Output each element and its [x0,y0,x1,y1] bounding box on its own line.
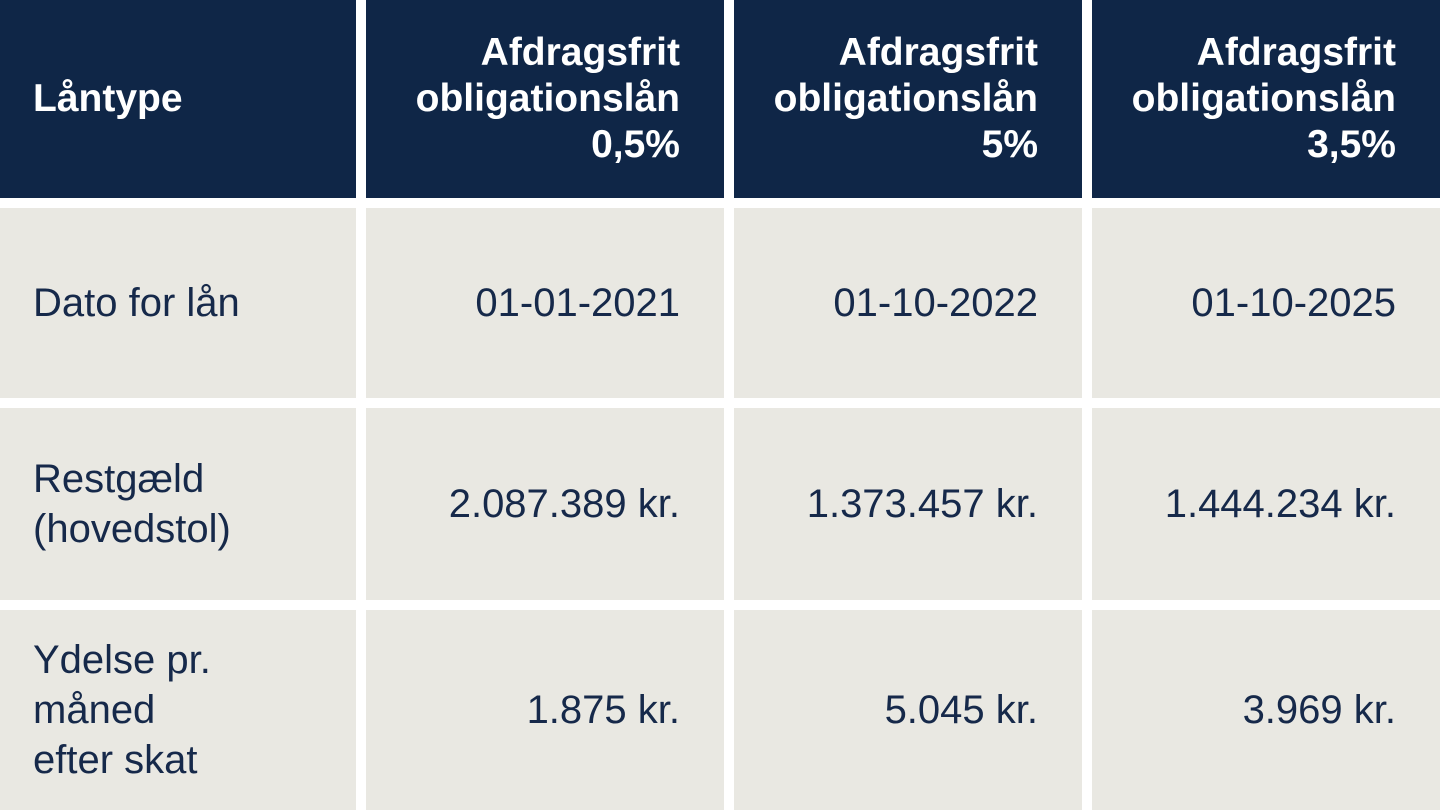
row-restgaeld-value-2: 1.373.457 kr. [734,408,1082,600]
row-ydelse-label-cell: Ydelse pr. måned efter skat [0,610,356,810]
row-dato-value-2: 01-10-2022 [734,208,1082,398]
header-lantype-label: Låntype [33,76,183,120]
row-dato-label: Dato for lån [33,281,240,325]
header-product-2-label: Afdragsfrit obligationslån 5% [773,30,1038,166]
row-ydelse-value-3: 3.969 kr. [1092,610,1440,810]
header-product-1-label: Afdragsfrit obligationslån 0,5% [415,30,680,166]
row-restgaeld-value-1: 2.087.389 kr. [366,408,724,600]
row-restgaeld-value-3-text: 1.444.234 kr. [1164,482,1396,526]
row-dato-value-2-text: 01-10-2022 [833,281,1038,325]
row-ydelse-value-1-text: 1.875 kr. [526,688,680,732]
header-cell-product-3: Afdragsfrit obligationslån 3,5% [1092,0,1440,198]
row-dato-value-1: 01-01-2021 [366,208,724,398]
header-cell-product-1: Afdragsfrit obligationslån 0,5% [366,0,724,198]
header-cell-product-2: Afdragsfrit obligationslån 5% [734,0,1082,198]
row-ydelse-value-1: 1.875 kr. [366,610,724,810]
row-dato-value-1-text: 01-01-2021 [475,281,680,325]
row-dato-label-cell: Dato for lån [0,208,356,398]
header-product-3-label: Afdragsfrit obligationslån 3,5% [1131,30,1396,166]
row-restgaeld-value-2-text: 1.373.457 kr. [806,482,1038,526]
row-ydelse-value-2: 5.045 kr. [734,610,1082,810]
row-dato-value-3: 01-10-2025 [1092,208,1440,398]
row-restgaeld-value-3: 1.444.234 kr. [1092,408,1440,600]
row-restgaeld-label-cell: Restgæld (hovedstol) [0,408,356,600]
row-ydelse-value-2-text: 5.045 kr. [884,688,1038,732]
row-restgaeld-label: Restgæld (hovedstol) [33,457,231,551]
row-ydelse-label: Ydelse pr. måned efter skat [33,638,211,782]
row-ydelse-value-3-text: 3.969 kr. [1242,688,1396,732]
row-dato-value-3-text: 01-10-2025 [1191,281,1396,325]
row-restgaeld-value-1-text: 2.087.389 kr. [448,482,680,526]
header-cell-lantype: Låntype [0,0,356,198]
